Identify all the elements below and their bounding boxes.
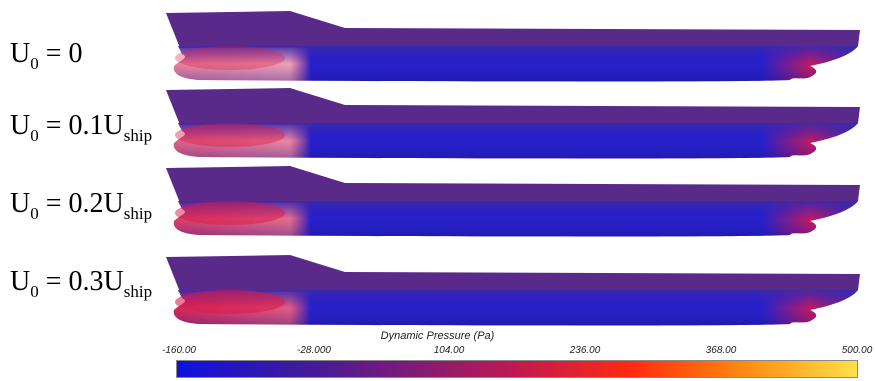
colorbar-title: Dynamic Pressure (Pa) (380, 330, 495, 342)
hull-deck (166, 88, 860, 125)
row-label-2: U0 = 0.1Uship (10, 110, 153, 145)
hull-shading (173, 46, 859, 82)
hull-render-4 (166, 255, 860, 326)
hull-deck (166, 166, 860, 203)
colorbar-tick: -160.00 (162, 345, 196, 356)
hull-shading (173, 201, 859, 237)
hull-shading (173, 123, 859, 159)
colorbar-tick: 500.00 (841, 345, 873, 356)
hull-render-3 (166, 166, 860, 237)
colorbar-tick: 236.00 (569, 345, 601, 356)
colorbar-tick: 368.00 (705, 345, 737, 356)
row-label-1: U0 = 0 (10, 38, 83, 73)
hull-deck (166, 255, 860, 292)
hull-render-2 (166, 88, 860, 159)
row-label-3: U0 = 0.2Uship (10, 188, 153, 223)
bow-pressure-region (175, 46, 285, 70)
bow-pressure-region (175, 201, 285, 225)
hull-shading (173, 290, 859, 326)
hull-deck (166, 11, 860, 48)
hull-render-1 (166, 11, 860, 82)
row-label-4: U0 = 0.3Uship (10, 266, 153, 301)
colorbar-tick: 104.00 (433, 345, 465, 356)
bow-pressure-region (175, 290, 285, 314)
colorbar (176, 360, 858, 378)
bow-pressure-region (175, 123, 285, 147)
colorbar-tick: -28.000 (297, 345, 331, 356)
